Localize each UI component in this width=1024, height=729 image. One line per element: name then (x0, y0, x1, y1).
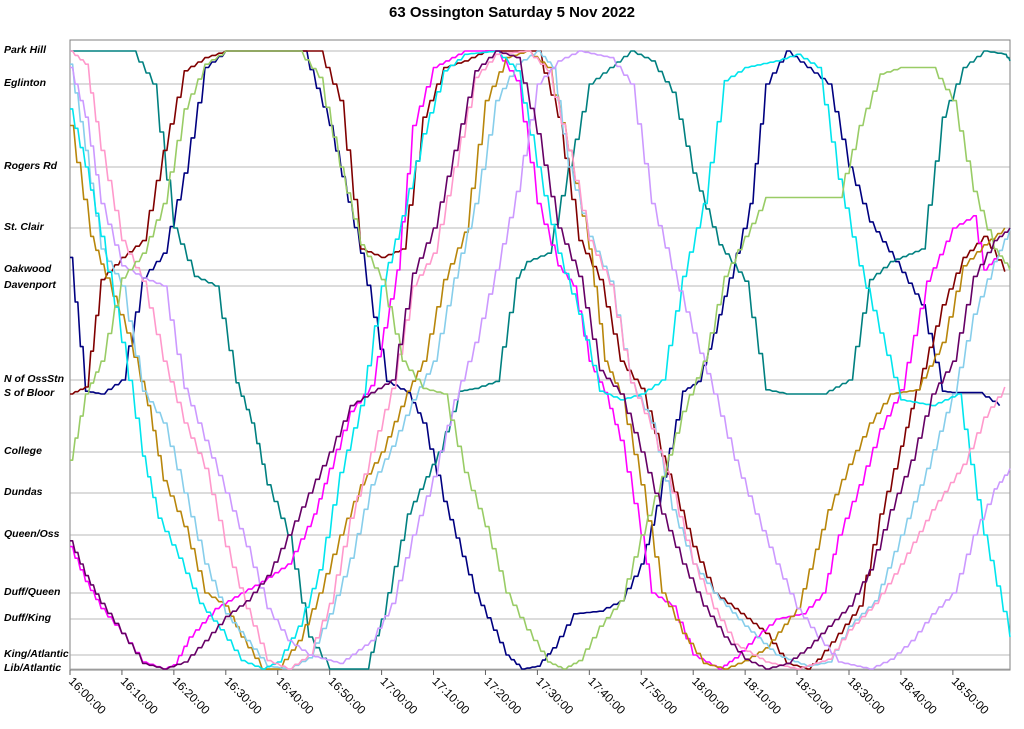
time-tick-label: 17:50:00 (637, 674, 680, 717)
vehicle-trace (70, 50, 1011, 670)
stop-label: Duff/King (4, 612, 52, 624)
stop-label: Eglinton (4, 77, 46, 89)
stop-label: Dundas (4, 486, 43, 498)
time-tick-label: 16:40:00 (274, 674, 317, 717)
stop-label: St. Clair (4, 221, 45, 233)
vehicle-trace (70, 50, 1006, 670)
stop-label: Queen/Oss (4, 528, 60, 540)
time-tick-label: 17:10:00 (429, 674, 472, 717)
vehicle-trace (70, 50, 1011, 670)
stop-label: Davenport (4, 279, 56, 291)
grid-layer (69, 39, 1011, 675)
time-tick-label: 17:30:00 (533, 674, 576, 717)
vehicle-trace (70, 50, 1001, 670)
time-tick-label: 18:50:00 (949, 674, 992, 717)
time-tick-label: 16:20:00 (170, 674, 213, 717)
time-tick-label: 18:00:00 (689, 674, 732, 717)
stop-label: Duff/Queen (4, 586, 60, 598)
vehicle-trace (70, 50, 1006, 670)
time-tick-label: 18:30:00 (845, 674, 888, 717)
stop-label: College (4, 445, 42, 457)
vehicle-trace (70, 50, 1011, 670)
stop-label: Rogers Rd (4, 160, 58, 172)
time-tick-label: 16:10:00 (118, 674, 161, 717)
time-tick-label: 16:50:00 (326, 674, 369, 717)
vehicle-trace (70, 50, 1011, 670)
stop-label: Lib/Atlantic (4, 662, 61, 674)
time-tick-label: 17:20:00 (481, 674, 524, 717)
series-layer (70, 50, 1011, 670)
time-tick-label: 18:10:00 (741, 674, 784, 717)
vehicle-trace (70, 50, 1011, 670)
time-tick-label: 16:30:00 (222, 674, 265, 717)
time-tick-label: 17:40:00 (585, 674, 628, 717)
stop-label: Oakwood (4, 263, 52, 275)
vehicle-trace (70, 50, 1006, 670)
stop-label: Park Hill (4, 44, 47, 56)
time-labels: 16:00:00 16:10:00 16:20:00 16:30:00 16:40:00… (66, 674, 992, 717)
time-tick-label: 18:40:00 (897, 674, 940, 717)
time-tick-label: 18:20:00 (793, 674, 836, 717)
chart-title: 63 Ossington Saturday 5 Nov 2022 (389, 4, 635, 21)
stop-label: King/Atlantic (4, 648, 69, 660)
time-tick-label: 17:00:00 (377, 674, 420, 717)
plot-border (69, 39, 1011, 671)
stop-labels: Park Hill Eglinton Rogers Rd St. Clair Oakwo… (4, 44, 69, 674)
stop-label: S of Bloor (4, 387, 55, 399)
vehicle-trace (70, 50, 1011, 670)
stop-label: N of OssStn (4, 373, 64, 385)
time-tick-label: 16:00:00 (66, 674, 109, 717)
